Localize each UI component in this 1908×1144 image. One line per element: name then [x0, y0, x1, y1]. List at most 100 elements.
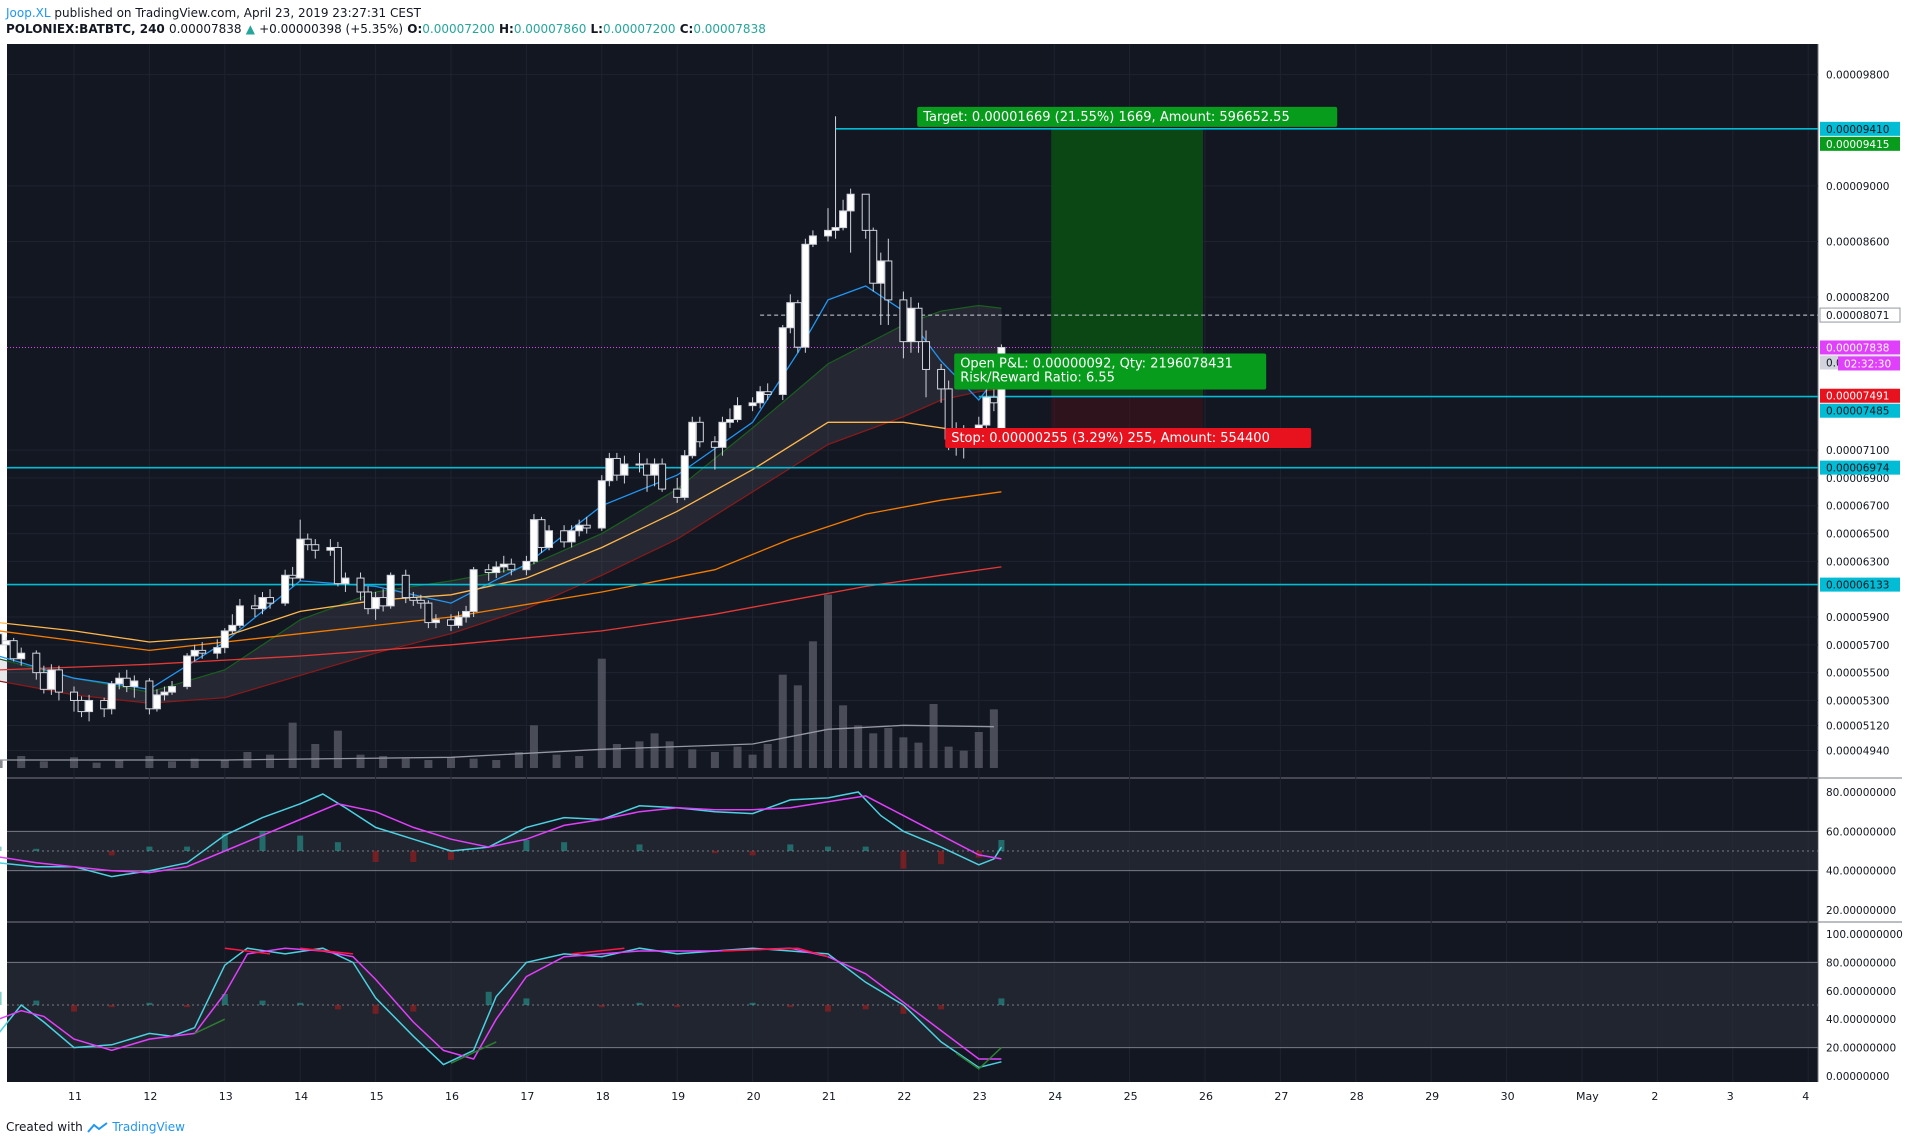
candle-body[interactable]	[122, 677, 131, 688]
candle-body[interactable]	[560, 530, 569, 543]
stop-label-box[interactable]	[945, 428, 1312, 449]
candle-body[interactable]	[288, 574, 297, 579]
tradingview-brand[interactable]: TradingView	[112, 1120, 185, 1134]
candle-body[interactable]	[620, 463, 629, 476]
candle-body[interactable]	[756, 391, 765, 404]
candle-body[interactable]	[250, 605, 259, 610]
candle-body[interactable]	[32, 652, 41, 674]
candle-body[interactable]	[364, 591, 373, 610]
candle-body[interactable]	[499, 563, 508, 568]
candle-body[interactable]	[680, 455, 689, 498]
candle-body[interactable]	[311, 544, 320, 551]
candle-body[interactable]	[371, 597, 380, 610]
candle-body[interactable]	[778, 327, 787, 395]
candle-body[interactable]	[145, 680, 154, 710]
candle-body[interactable]	[658, 463, 667, 490]
candle-body[interactable]	[2, 640, 11, 646]
candle-body[interactable]	[793, 302, 802, 348]
chart-canvas[interactable]: 0.00009800 0.00009000 0.00008600 0.00008200…	[0, 42, 1908, 1112]
candle-body[interactable]	[0, 633, 3, 646]
candle-body[interactable]	[695, 421, 704, 443]
candle-body[interactable]	[70, 691, 78, 701]
candle-body[interactable]	[884, 260, 893, 301]
candle-body[interactable]	[982, 396, 991, 426]
candle-body[interactable]	[85, 699, 94, 713]
pnl-label-box[interactable]	[954, 353, 1267, 390]
candle-body[interactable]	[801, 243, 810, 348]
candle-body[interactable]	[688, 421, 697, 457]
candle-body[interactable]	[296, 538, 305, 579]
candle-body[interactable]	[258, 597, 267, 610]
candle-body[interactable]	[190, 649, 199, 657]
candle-body[interactable]	[198, 649, 207, 654]
candle-body[interactable]	[567, 530, 576, 543]
candle-body[interactable]	[492, 566, 501, 574]
candle-body[interactable]	[333, 546, 342, 585]
candle-body[interactable]	[454, 616, 463, 626]
target-zone[interactable]	[1051, 128, 1203, 397]
candle-body[interactable]	[281, 574, 290, 604]
candle-body[interactable]	[409, 597, 418, 601]
candle-body[interactable]	[605, 457, 614, 482]
candle-body[interactable]	[989, 396, 998, 404]
candle-body[interactable]	[718, 421, 727, 448]
candle-body[interactable]	[152, 694, 161, 710]
candle-body[interactable]	[831, 227, 840, 231]
candle-body[interactable]	[824, 229, 832, 237]
candle-body[interactable]	[213, 647, 222, 654]
candle-body[interactable]	[447, 619, 455, 626]
candle-body[interactable]	[17, 652, 26, 660]
candle-body[interactable]	[228, 624, 237, 632]
candle-body[interactable]	[710, 441, 719, 448]
candle-body[interactable]	[733, 405, 742, 421]
candle-body[interactable]	[643, 463, 652, 476]
candle-body[interactable]	[763, 391, 772, 395]
candle-body[interactable]	[220, 630, 229, 649]
stop-zone[interactable]	[1051, 396, 1203, 433]
target-label-box[interactable]	[917, 106, 1338, 127]
candle-body[interactable]	[529, 519, 538, 562]
candle-body[interactable]	[582, 524, 591, 529]
candle-body[interactable]	[507, 563, 516, 571]
candle-body[interactable]	[575, 524, 584, 532]
candle-body[interactable]	[379, 597, 388, 607]
candle-body[interactable]	[160, 691, 169, 696]
candle-body[interactable]	[650, 463, 659, 476]
candle-body[interactable]	[786, 302, 795, 329]
candle-body[interactable]	[416, 599, 425, 604]
candle-body[interactable]	[522, 560, 531, 571]
candle-body[interactable]	[673, 488, 682, 498]
candle-body[interactable]	[876, 260, 885, 284]
candle-body[interactable]	[235, 605, 244, 626]
candle-body[interactable]	[54, 669, 63, 693]
candle-body[interactable]	[326, 546, 335, 551]
candle-body[interactable]	[341, 577, 350, 585]
symbol-name[interactable]: POLONIEX:BATBTC, 240	[6, 22, 165, 36]
candle-body[interactable]	[469, 569, 478, 612]
candle-body[interactable]	[462, 610, 471, 618]
candle-body[interactable]	[922, 341, 931, 370]
candle-body[interactable]	[100, 699, 109, 710]
candle-body[interactable]	[635, 463, 644, 466]
candle-body[interactable]	[937, 368, 946, 390]
candle-body[interactable]	[899, 299, 908, 343]
candle-body[interactable]	[168, 686, 177, 693]
candle-body[interactable]	[386, 574, 395, 607]
candle-body[interactable]	[861, 193, 870, 231]
candle-body[interactable]	[39, 672, 48, 690]
candle-body[interactable]	[869, 229, 878, 284]
candle-body[interactable]	[914, 307, 923, 343]
candle-body[interactable]	[77, 699, 86, 713]
candle-body[interactable]	[484, 569, 493, 574]
candle-body[interactable]	[808, 235, 817, 245]
candle-body[interactable]	[424, 602, 433, 624]
candle-body[interactable]	[597, 480, 606, 529]
candle-body[interactable]	[107, 683, 116, 710]
candle-body[interactable]	[9, 640, 18, 660]
candle-body[interactable]	[266, 597, 275, 604]
candle-body[interactable]	[748, 402, 757, 407]
candle-body[interactable]	[401, 574, 410, 599]
author-link[interactable]: Joop.XL	[6, 6, 51, 20]
candle-body[interactable]	[431, 619, 440, 624]
candle-body[interactable]	[130, 680, 139, 688]
